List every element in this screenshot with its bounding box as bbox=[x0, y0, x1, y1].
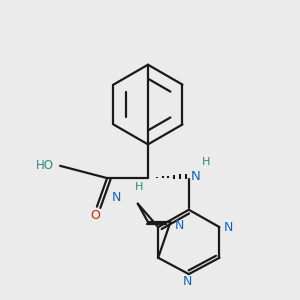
Text: N: N bbox=[190, 169, 200, 182]
Text: O: O bbox=[90, 209, 100, 222]
Text: N: N bbox=[224, 220, 233, 234]
Text: HO: HO bbox=[36, 159, 54, 172]
Text: N: N bbox=[175, 219, 184, 232]
Text: N: N bbox=[112, 191, 121, 204]
Text: N: N bbox=[183, 275, 192, 288]
Text: H: H bbox=[202, 157, 210, 167]
Text: H: H bbox=[135, 182, 143, 192]
